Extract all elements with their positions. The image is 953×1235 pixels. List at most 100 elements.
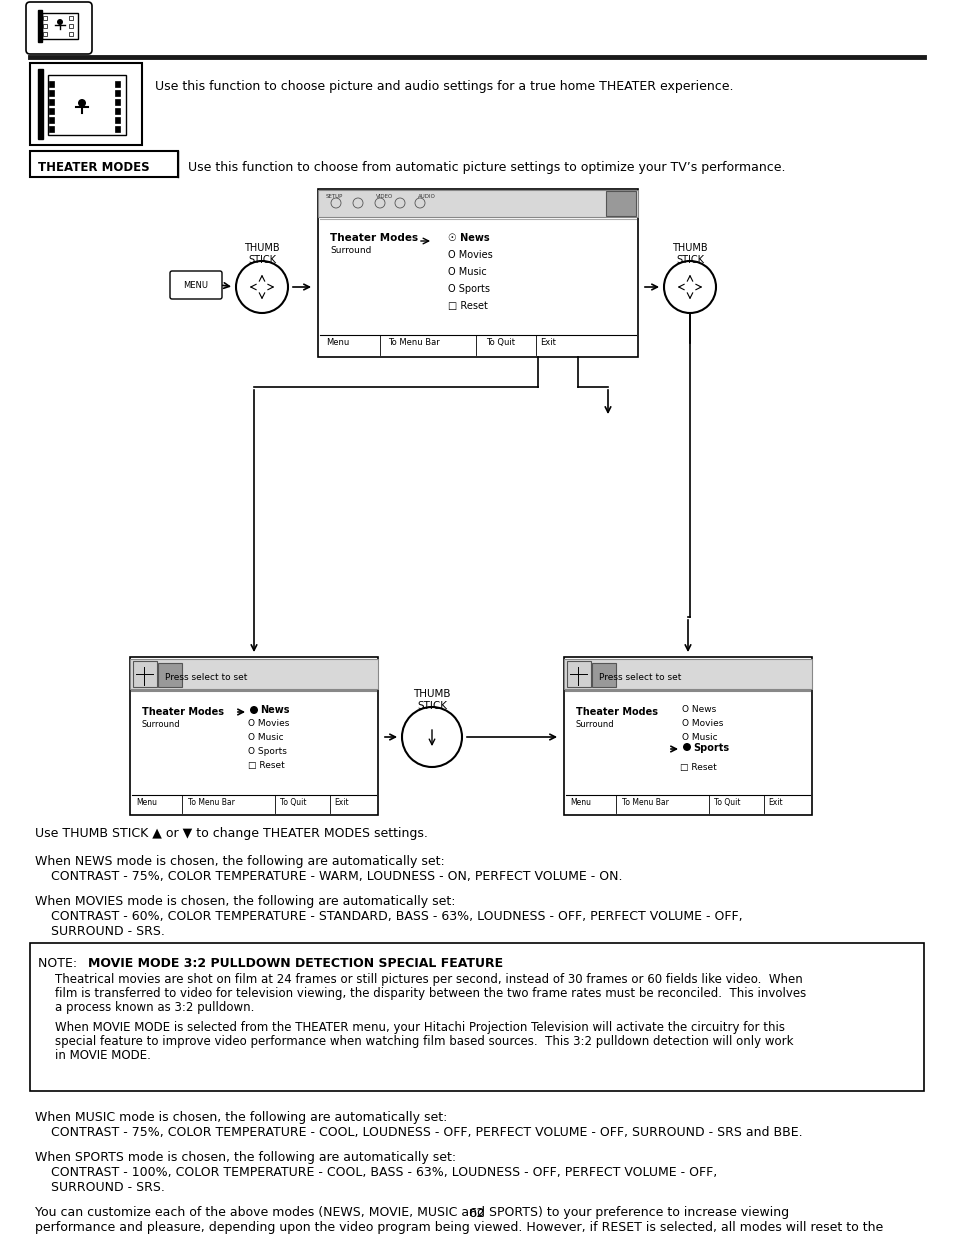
Text: CONTRAST - 100%, COLOR TEMPERATURE - COOL, BASS - 63%, LOUDNESS - OFF, PERFECT V: CONTRAST - 100%, COLOR TEMPERATURE - COO… (35, 1166, 717, 1179)
Text: O Music: O Music (248, 734, 283, 742)
Text: Press select to set: Press select to set (165, 673, 247, 682)
Text: O Movies: O Movies (681, 719, 722, 727)
Bar (43, 16, 47, 20)
Text: To Menu Bar: To Menu Bar (188, 798, 234, 806)
Bar (69, 32, 73, 36)
Bar (130, 659, 377, 689)
Text: CONTRAST - 75%, COLOR TEMPERATURE - WARM, LOUDNESS - ON, PERFECT VOLUME - ON.: CONTRAST - 75%, COLOR TEMPERATURE - WARM… (35, 869, 622, 883)
Bar (317, 189, 638, 357)
Text: NOTE:: NOTE: (38, 957, 85, 969)
Bar (115, 90, 120, 96)
Text: To Menu Bar: To Menu Bar (388, 338, 439, 347)
Text: Theatrical movies are shot on film at 24 frames or still pictures per second, in: Theatrical movies are shot on film at 24… (55, 973, 801, 986)
Bar (69, 23, 73, 28)
Bar (49, 99, 54, 105)
Bar (115, 82, 120, 86)
Text: □ Reset: □ Reset (679, 763, 716, 772)
Text: Use THUMB STICK ▲ or ▼ to change THEATER MODES settings.: Use THUMB STICK ▲ or ▼ to change THEATER… (35, 827, 428, 840)
Text: a process known as 3:2 pulldown.: a process known as 3:2 pulldown. (55, 1002, 254, 1014)
Circle shape (250, 706, 257, 714)
Bar (48, 75, 126, 135)
Text: □ Reset: □ Reset (248, 761, 284, 769)
FancyBboxPatch shape (26, 2, 91, 54)
Text: Theater Modes: Theater Modes (576, 706, 658, 718)
FancyBboxPatch shape (170, 270, 222, 299)
Text: Exit: Exit (767, 798, 781, 806)
Bar (30, 944, 923, 1091)
Text: News: News (260, 705, 289, 715)
Text: MENU: MENU (183, 282, 209, 290)
Text: Surround: Surround (330, 246, 371, 254)
Text: film is transferred to video for television viewing, the disparity between the t: film is transferred to video for televis… (55, 987, 805, 1000)
Text: You can customize each of the above modes (NEWS, MOVIE, MUSIC and SPORTS) to you: You can customize each of the above mode… (35, 1207, 788, 1219)
Bar (115, 126, 120, 132)
Bar (115, 107, 120, 114)
Text: MOVIE MODE 3:2 PULLDOWN DETECTION SPECIAL FEATURE: MOVIE MODE 3:2 PULLDOWN DETECTION SPECIA… (88, 957, 502, 969)
Bar (49, 82, 54, 86)
Text: Menu: Menu (136, 798, 157, 806)
Bar (43, 23, 47, 28)
Text: When MOVIES mode is chosen, the following are automatically set:: When MOVIES mode is chosen, the followin… (35, 895, 455, 908)
Bar (605, 191, 636, 216)
Text: Press select to set: Press select to set (598, 673, 680, 682)
Bar (563, 659, 811, 689)
Bar (49, 126, 54, 132)
Text: O Sports: O Sports (448, 284, 490, 294)
Text: When MUSIC mode is chosen, the following are automatically set:: When MUSIC mode is chosen, the following… (35, 1112, 447, 1124)
Bar (592, 663, 616, 687)
Bar (49, 90, 54, 96)
Text: O Music: O Music (681, 734, 717, 742)
Text: in MOVIE MODE.: in MOVIE MODE. (55, 1049, 151, 1062)
Text: VIDEO: VIDEO (375, 194, 393, 199)
Text: When SPORTS mode is chosen, the following are automatically set:: When SPORTS mode is chosen, the followin… (35, 1151, 456, 1165)
Text: O Movies: O Movies (248, 719, 289, 727)
Text: When NEWS mode is chosen, the following are automatically set:: When NEWS mode is chosen, the following … (35, 855, 444, 868)
Text: O News: O News (681, 705, 716, 714)
Bar (42, 14, 78, 40)
Bar (158, 663, 182, 687)
Text: O Sports: O Sports (248, 747, 287, 756)
Text: O Music: O Music (448, 267, 486, 277)
Circle shape (57, 19, 63, 25)
Bar (69, 16, 73, 20)
Bar (38, 69, 43, 140)
Text: THUMB
STICK: THUMB STICK (244, 243, 279, 264)
Bar (30, 63, 142, 144)
Text: Exit: Exit (539, 338, 556, 347)
Text: SETUP: SETUP (326, 194, 343, 199)
Text: Theater Modes: Theater Modes (142, 706, 224, 718)
Bar (30, 151, 178, 177)
Text: Use this function to choose from automatic picture settings to optimize your TV’: Use this function to choose from automat… (188, 161, 784, 174)
Bar (130, 657, 377, 815)
Text: ☉ News: ☉ News (448, 233, 489, 243)
Bar (38, 10, 42, 42)
Bar (115, 117, 120, 124)
Text: SURROUND - SRS.: SURROUND - SRS. (35, 1181, 165, 1194)
Text: THUMB
STICK: THUMB STICK (672, 243, 707, 264)
Text: CONTRAST - 75%, COLOR TEMPERATURE - COOL, LOUDNESS - OFF, PERFECT VOLUME - OFF, : CONTRAST - 75%, COLOR TEMPERATURE - COOL… (35, 1126, 801, 1139)
Text: Menu: Menu (326, 338, 349, 347)
Bar (115, 99, 120, 105)
Text: 62: 62 (468, 1207, 485, 1220)
Text: □ Reset: □ Reset (448, 301, 487, 311)
Text: Use this function to choose picture and audio settings for a true home THEATER e: Use this function to choose picture and … (154, 80, 733, 93)
Text: performance and pleasure, depending upon the video program being viewed. However: performance and pleasure, depending upon… (35, 1221, 882, 1234)
Text: When MOVIE MODE is selected from the THEATER menu, your Hitachi Projection Telev: When MOVIE MODE is selected from the THE… (55, 1021, 784, 1034)
Text: O Movies: O Movies (448, 249, 493, 261)
Bar (49, 117, 54, 124)
Text: To Quit: To Quit (713, 798, 740, 806)
Text: Sports: Sports (692, 743, 728, 753)
Text: special feature to improve video performance when watching film based sources.  : special feature to improve video perform… (55, 1035, 793, 1049)
Text: SURROUND - SRS.: SURROUND - SRS. (35, 925, 165, 939)
Text: CONTRAST - 60%, COLOR TEMPERATURE - STANDARD, BASS - 63%, LOUDNESS - OFF, PERFEC: CONTRAST - 60%, COLOR TEMPERATURE - STAN… (35, 910, 741, 923)
Text: To Quit: To Quit (485, 338, 515, 347)
Text: Surround: Surround (142, 720, 180, 729)
Text: AUDIO: AUDIO (417, 194, 436, 199)
Text: Exit: Exit (334, 798, 348, 806)
Text: THUMB
STICK: THUMB STICK (413, 689, 450, 710)
Text: Theater Modes: Theater Modes (330, 233, 417, 243)
Bar (43, 32, 47, 36)
Text: To Menu Bar: To Menu Bar (621, 798, 668, 806)
Text: Surround: Surround (576, 720, 614, 729)
Text: THEATER MODES: THEATER MODES (38, 161, 150, 174)
